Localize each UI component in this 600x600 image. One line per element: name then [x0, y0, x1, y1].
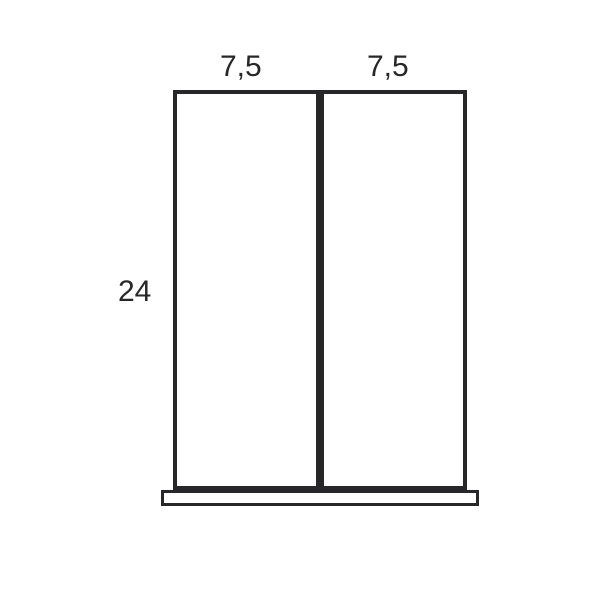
technical-drawing: 7,5 7,5 24	[0, 0, 600, 600]
panel-left	[173, 90, 320, 490]
dimension-height: 24	[118, 275, 151, 309]
dimension-width-right: 7,5	[367, 50, 409, 84]
panel-right	[320, 90, 467, 490]
dimension-width-left: 7,5	[220, 50, 262, 84]
base-plate	[161, 490, 479, 506]
